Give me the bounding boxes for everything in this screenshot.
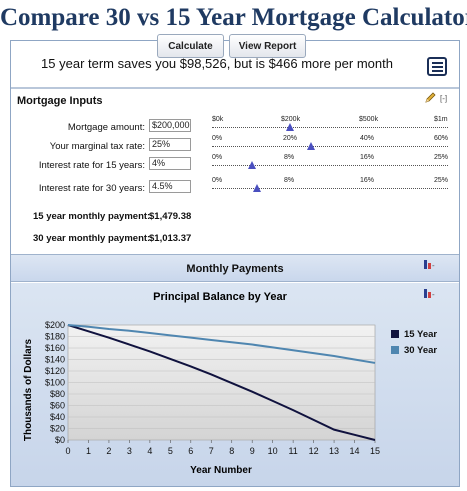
x-axis-label: Year Number bbox=[190, 465, 252, 476]
monthly-15-label: 15 year monthly payment: bbox=[33, 211, 151, 222]
x-tick-label: 8 bbox=[229, 446, 234, 456]
slider-tick: 20% bbox=[283, 135, 298, 142]
x-tick-label: 13 bbox=[329, 446, 339, 456]
section-divider bbox=[11, 87, 459, 89]
y-tick-label: $180 bbox=[45, 332, 65, 342]
chart-title: Principal Balance by Year bbox=[153, 291, 287, 303]
savings-summary: 15 year term saves you $98,526, but is $… bbox=[41, 56, 393, 71]
x-tick-label: 15 bbox=[370, 446, 380, 456]
collapse-icon[interactable]: [-] bbox=[440, 94, 448, 103]
slider-track bbox=[212, 188, 448, 189]
slider-tick: 0% bbox=[212, 135, 223, 142]
slider-tick: 8% bbox=[284, 154, 295, 161]
slider-tick: 0% bbox=[212, 177, 223, 184]
slider-thumb[interactable] bbox=[285, 123, 294, 131]
slider-tick: 8% bbox=[284, 177, 295, 184]
slider-thumb[interactable] bbox=[307, 142, 316, 150]
slider-tick: 16% bbox=[360, 177, 375, 184]
page-title: Compare 30 vs 15 Year Mortgage Calculato… bbox=[0, 4, 467, 31]
y-tick-label: $200 bbox=[45, 320, 65, 330]
slider-tick: $500k bbox=[359, 116, 379, 123]
slider-thumb[interactable] bbox=[248, 161, 257, 169]
y-tick-label: $0 bbox=[55, 435, 65, 445]
view-report-button[interactable]: View Report bbox=[229, 34, 306, 58]
slider-tick: 25% bbox=[434, 154, 449, 161]
monthly-30-label: 30 year monthly payment: bbox=[33, 233, 151, 244]
tax-rate-label: Your marginal tax rate: bbox=[49, 141, 145, 152]
slider-tick: 16% bbox=[360, 154, 375, 161]
slider-tick: $200k bbox=[281, 116, 301, 123]
y-tick-label: $20 bbox=[50, 424, 65, 434]
slider-tick: $0k bbox=[212, 116, 224, 123]
x-tick-label: 2 bbox=[106, 446, 111, 456]
tax-rate-input[interactable]: 25% bbox=[149, 138, 191, 151]
slider-tick: 25% bbox=[434, 177, 449, 184]
pencil-icon[interactable] bbox=[424, 92, 436, 104]
y-tick-label: $40 bbox=[50, 412, 65, 422]
slider-track bbox=[212, 165, 448, 166]
series-line-15-year bbox=[67, 324, 376, 441]
rate-15-slider[interactable]: 0% 8% 16% 25% bbox=[212, 154, 448, 172]
tax-rate-slider[interactable]: 0% 20% 40% 60% bbox=[212, 135, 448, 153]
x-tick-label: 12 bbox=[309, 446, 319, 456]
rate-30-slider[interactable]: 0% 8% 16% 25% bbox=[212, 177, 448, 195]
legend-swatch bbox=[391, 346, 399, 354]
slider-tick: $1m bbox=[434, 116, 448, 123]
calculate-button[interactable]: Calculate bbox=[157, 34, 224, 58]
y-tick-label: $100 bbox=[45, 378, 65, 388]
y-tick-label: $120 bbox=[45, 366, 65, 376]
x-tick-label: 9 bbox=[250, 446, 255, 456]
monthly-payments-header[interactable]: Monthly Payments bbox=[11, 254, 459, 282]
slider-tick: 40% bbox=[360, 135, 375, 142]
x-tick-label: 7 bbox=[209, 446, 214, 456]
y-tick-label: $80 bbox=[50, 389, 65, 399]
slider-track bbox=[212, 127, 448, 128]
y-axis-label: Thousands of Dollars bbox=[23, 338, 34, 441]
x-tick-label: 6 bbox=[188, 446, 193, 456]
mortgage-amount-input[interactable]: $200,000 bbox=[149, 119, 191, 132]
x-tick-label: 0 bbox=[65, 446, 70, 456]
menu-icon[interactable] bbox=[427, 57, 447, 76]
legend-label: 30 Year bbox=[404, 345, 437, 356]
x-tick-label: 3 bbox=[127, 446, 132, 456]
x-tick-label: 4 bbox=[147, 446, 152, 456]
slider-thumb[interactable] bbox=[252, 184, 261, 192]
y-tick-label: $140 bbox=[45, 355, 65, 365]
mortgage-amount-label: Mortgage amount: bbox=[67, 122, 145, 133]
slider-tick: 60% bbox=[434, 135, 449, 142]
svg-text:-: - bbox=[432, 261, 435, 269]
rate-30-input[interactable]: 4.5% bbox=[149, 180, 191, 193]
x-tick-label: 14 bbox=[350, 446, 360, 456]
chart-options-icon[interactable]: - bbox=[424, 289, 438, 298]
y-tick-label: $160 bbox=[45, 343, 65, 353]
svg-text:-: - bbox=[432, 290, 435, 298]
monthly-payments-title: Monthly Payments bbox=[186, 263, 284, 275]
slider-tick: 0% bbox=[212, 154, 223, 161]
rate-15-input[interactable]: 4% bbox=[149, 157, 191, 170]
mortgage-inputs-title: Mortgage Inputs bbox=[17, 95, 103, 107]
series-line-30-year bbox=[67, 324, 376, 364]
slider-track bbox=[212, 146, 448, 147]
legend-label: 15 Year bbox=[404, 329, 437, 340]
x-tick-label: 10 bbox=[268, 446, 278, 456]
principal-balance-chart: Principal Balance by Year $0$20 $40$60 $80… bbox=[23, 291, 437, 476]
y-tick-label: $60 bbox=[50, 401, 65, 411]
x-tick-label: 11 bbox=[288, 446, 297, 456]
chart-options-icon[interactable]: - bbox=[424, 260, 438, 269]
x-tick-label: 1 bbox=[86, 446, 91, 456]
rate-15-label: Interest rate for 15 years: bbox=[38, 160, 145, 171]
mortgage-amount-slider[interactable]: $0k $200k $500k $1m bbox=[212, 116, 448, 134]
x-tick-label: 5 bbox=[168, 446, 173, 456]
legend-swatch bbox=[391, 330, 399, 338]
monthly-30-value: $1,013.37 bbox=[149, 233, 192, 244]
monthly-15-value: $1,479.38 bbox=[149, 211, 192, 222]
rate-30-label: Interest rate for 30 years: bbox=[38, 183, 145, 194]
